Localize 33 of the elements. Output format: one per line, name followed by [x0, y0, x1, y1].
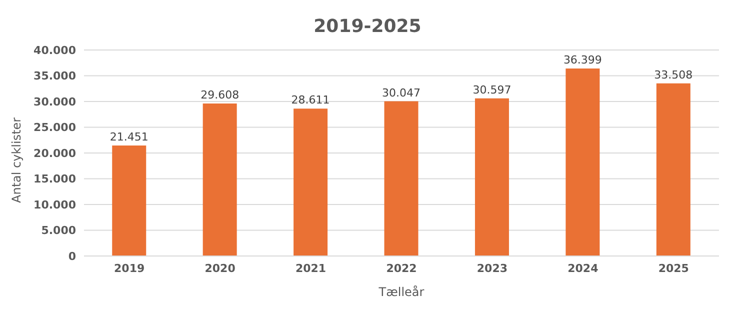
y-axis-title: Antal cyklister: [9, 117, 24, 203]
data-label: 30.047: [382, 86, 421, 100]
data-label: 36.399: [563, 54, 602, 67]
data-label: 33.508: [654, 68, 693, 82]
y-tick-label: 30.000: [34, 95, 76, 108]
y-tick-label: 20.000: [34, 146, 76, 160]
bar: [656, 83, 690, 256]
data-label: 21.451: [110, 130, 148, 144]
x-tick-label: 2020: [204, 262, 236, 275]
x-tick-label: 2024: [568, 262, 599, 275]
y-tick-label: 10.000: [34, 198, 76, 212]
x-tick-label: 2023: [476, 262, 508, 275]
bar: [202, 104, 237, 256]
bar: [112, 146, 146, 256]
data-label: 28.611: [291, 94, 330, 107]
data-label: 29.608: [200, 88, 240, 102]
bar: [474, 98, 509, 256]
bar: [566, 68, 600, 256]
y-tick-label: 40.000: [34, 44, 76, 57]
bar: [384, 101, 418, 256]
x-tick-label: 2021: [295, 262, 326, 275]
bar: [294, 108, 328, 256]
x-tick-label: 2019: [114, 262, 145, 275]
x-axis-title: Tælleår: [378, 285, 424, 299]
y-tick-label: 25.000: [34, 121, 76, 134]
y-tick-label: 15.000: [34, 172, 76, 186]
chart-title: 2019-2025: [312, 16, 422, 37]
y-tick-label: 35.000: [34, 70, 76, 83]
data-label: 30.597: [472, 83, 512, 96]
x-tick-label: 2022: [386, 262, 417, 275]
y-tick-label: 5.000: [41, 224, 76, 238]
y-tick-label: 0: [68, 250, 76, 263]
x-tick-label: 2025: [658, 262, 689, 275]
